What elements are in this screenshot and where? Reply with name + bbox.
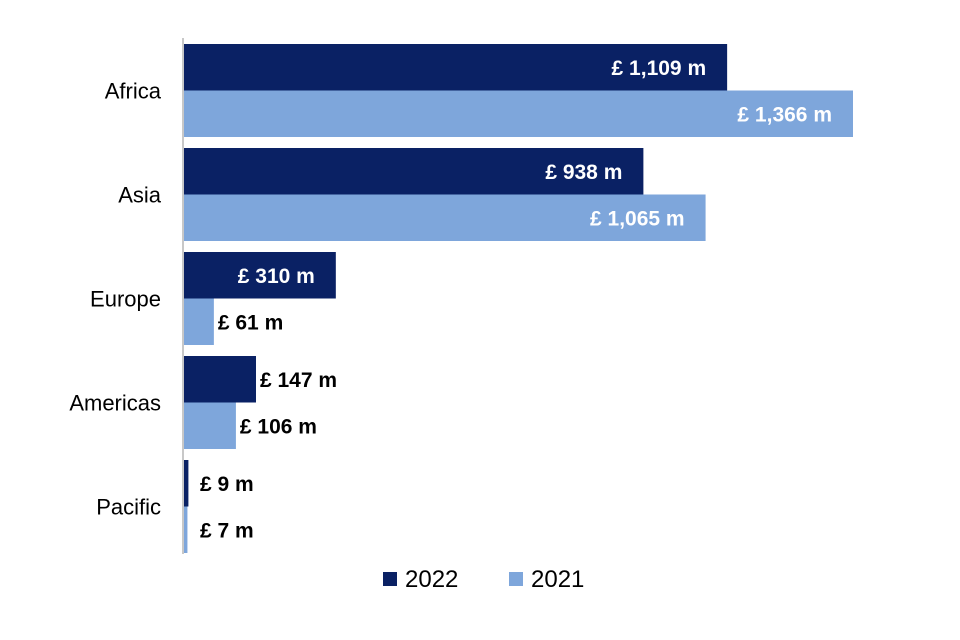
data-label-europe-2021: £ 61 m bbox=[218, 311, 283, 334]
category-label-africa: Africa bbox=[105, 79, 162, 104]
data-label-europe-2022: £ 310 m bbox=[238, 265, 315, 288]
category-label-americas: Americas bbox=[69, 391, 161, 416]
legend-swatch-2022 bbox=[383, 572, 397, 586]
data-label-asia-2022: £ 938 m bbox=[545, 161, 622, 184]
bar-europe-2021 bbox=[184, 298, 214, 345]
data-label-americas-2021: £ 106 m bbox=[240, 415, 317, 438]
legend: 2022 2021 bbox=[383, 566, 584, 593]
legend-swatch-2021 bbox=[509, 572, 523, 586]
bar-europe-2022 bbox=[184, 252, 336, 299]
data-label-africa-2022: £ 1,109 m bbox=[612, 57, 707, 80]
data-label-africa-2021: £ 1,366 m bbox=[737, 103, 832, 126]
data-label-pacific-2021: £ 7 m bbox=[200, 519, 254, 542]
category-label-asia: Asia bbox=[118, 183, 162, 208]
bar-asia-2022 bbox=[184, 148, 644, 195]
legend-label-2022: 2022 bbox=[405, 566, 458, 593]
bar-americas-2021 bbox=[184, 402, 236, 449]
category-label-europe: Europe bbox=[90, 287, 161, 312]
bar-pacific-2021 bbox=[184, 506, 188, 553]
legend-label-2021: 2021 bbox=[531, 566, 584, 593]
bar-africa-2021 bbox=[184, 90, 853, 137]
category-label-pacific: Pacific bbox=[96, 495, 161, 520]
bar-asia-2021 bbox=[184, 194, 706, 241]
data-label-pacific-2022: £ 9 m bbox=[200, 473, 254, 496]
category-labels: Africa Asia Europe Americas Pacific bbox=[69, 79, 161, 520]
data-label-asia-2021: £ 1,065 m bbox=[590, 207, 685, 230]
labels-layer: £ 1,109 m £ 1,366 m £ 938 m £ 1,065 m £ 310 … bbox=[200, 57, 832, 543]
data-label-americas-2022: £ 147 m bbox=[260, 369, 337, 392]
bar-africa-2022 bbox=[184, 44, 728, 91]
bars-layer bbox=[184, 44, 853, 553]
bar-americas-2022 bbox=[184, 356, 256, 403]
bar-pacific-2022 bbox=[184, 460, 189, 507]
